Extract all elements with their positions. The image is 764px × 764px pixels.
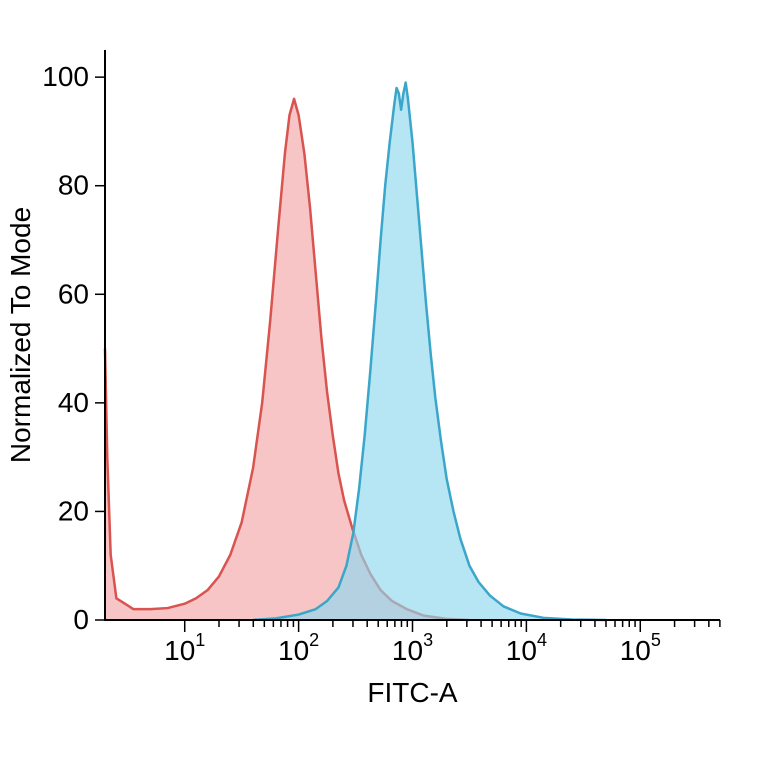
y-tick-label: 40	[58, 387, 89, 418]
y-tick-label: 20	[58, 495, 89, 526]
chart-svg: 020406080100101102103104105Normalized To…	[0, 0, 764, 764]
y-tick-label: 100	[42, 61, 89, 92]
y-tick-label: 80	[58, 170, 89, 201]
y-tick-label: 60	[58, 278, 89, 309]
flow-cytometry-histogram: 020406080100101102103104105Normalized To…	[0, 0, 764, 764]
x-axis-label: FITC-A	[367, 677, 458, 708]
y-tick-label: 0	[73, 604, 89, 635]
y-axis-label: Normalized To Mode	[5, 207, 36, 463]
